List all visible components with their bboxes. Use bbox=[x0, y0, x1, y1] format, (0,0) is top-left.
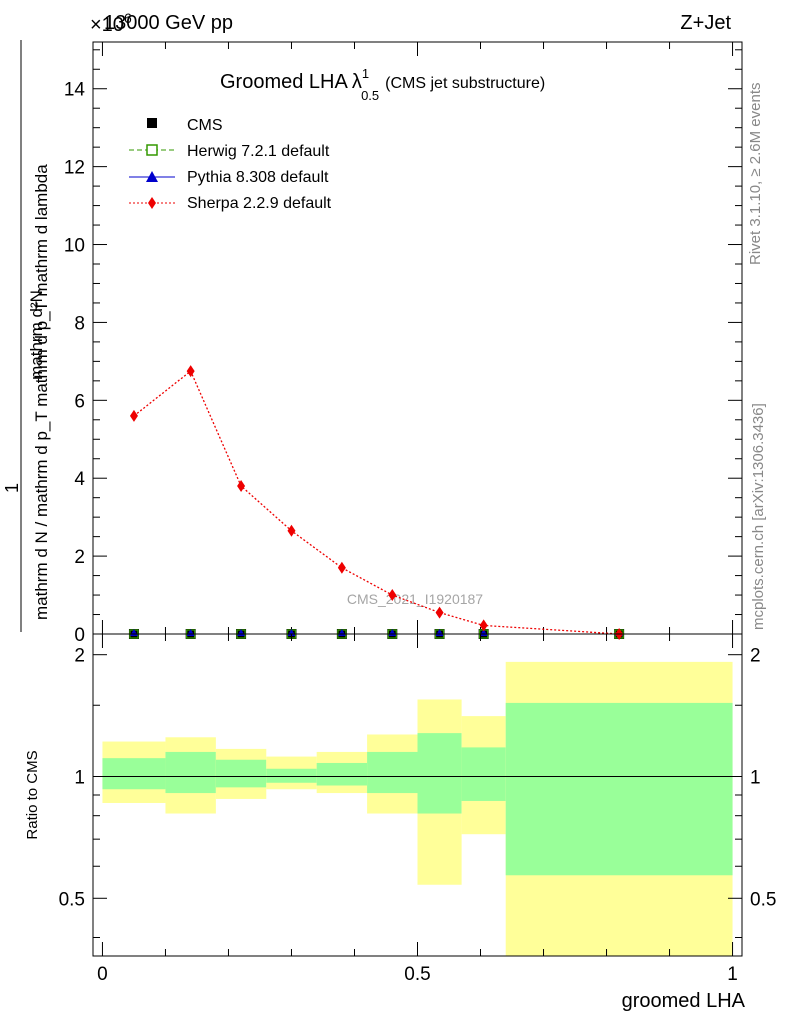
main-y-label: 1 mathrm d²N mathrm d N / mathrm d p_T m… bbox=[2, 40, 51, 632]
y-tick-label: 6 bbox=[74, 391, 85, 412]
point-sherpa bbox=[337, 561, 346, 574]
point-sherpa bbox=[287, 524, 296, 537]
y-tick-label: 8 bbox=[74, 313, 85, 334]
point-sherpa bbox=[435, 606, 444, 619]
y-label-numerator: 1 bbox=[2, 483, 22, 493]
ratio-y-tick-label-right: 1 bbox=[750, 767, 761, 788]
ratio-y-axis: 0.5 0.5 1 1 2 2 bbox=[59, 646, 776, 938]
x-tick-label: 1 bbox=[727, 964, 738, 985]
ratio-band-inner bbox=[367, 751, 418, 794]
mcplots-label: mcplots.cern.ch [arXiv:1306.3436] bbox=[750, 403, 767, 630]
legend-marker-herwig bbox=[146, 144, 158, 156]
y-tick-label: 2 bbox=[74, 547, 85, 568]
point-sherpa bbox=[479, 619, 488, 632]
legend-label-herwig: Herwig 7.2.1 default bbox=[187, 143, 330, 160]
ratio-y-tick-label-right: 2 bbox=[750, 646, 761, 667]
header-process: Z+Jet bbox=[680, 12, 731, 34]
ratio-y-tick-label-right: 0.5 bbox=[750, 889, 776, 910]
y-label-top: mathrm d²N bbox=[27, 290, 46, 380]
ratio-band-inner bbox=[102, 758, 166, 790]
header-energy: 13000 GeV pp bbox=[104, 12, 233, 34]
ratio-band-inner bbox=[461, 747, 506, 801]
y-tick-label: 12 bbox=[64, 158, 85, 179]
x-tick-label: 0.5 bbox=[404, 964, 430, 985]
legend-marker-pythia bbox=[146, 171, 158, 182]
y-tick-label: 10 bbox=[64, 236, 85, 257]
analysis-watermark: CMS_2021_I1920187 bbox=[347, 591, 483, 607]
x-tick-label: 0 bbox=[97, 964, 108, 985]
y-tick-label: 0 bbox=[74, 625, 85, 646]
ratio-band-inner bbox=[417, 733, 462, 814]
ratio-y-tick-label: 1 bbox=[74, 767, 85, 788]
ratio-x-axis: 0 0.5 1 bbox=[97, 634, 738, 985]
x-axis-label: groomed LHA bbox=[622, 990, 746, 1012]
ratio-bands bbox=[102, 661, 733, 956]
legend-label-sherpa: Sherpa 2.2.9 default bbox=[187, 195, 332, 212]
y-tick-label: 14 bbox=[64, 80, 86, 101]
y-tick-label: 4 bbox=[74, 469, 85, 490]
point-sherpa bbox=[129, 409, 138, 422]
point-sherpa bbox=[237, 480, 246, 492]
legend: CMS Herwig 7.2.1 default Pythia 8.308 de… bbox=[129, 117, 332, 212]
ratio-y-label: Ratio to CMS bbox=[24, 750, 41, 839]
ratio-band-inner bbox=[316, 762, 368, 786]
main-y-axis: 0 2 4 6 8 10 12 14 bbox=[64, 49, 742, 646]
point-sherpa bbox=[388, 589, 397, 602]
ratio-y-tick-label: 0.5 bbox=[59, 889, 85, 910]
ratio-y-tick-label: 2 bbox=[74, 646, 85, 667]
legend-label-cms: CMS bbox=[187, 117, 223, 134]
exponent-label: ×106 bbox=[90, 10, 132, 36]
legend-marker-sherpa bbox=[148, 197, 156, 209]
rivet-label: Rivet 3.1.10, ≥ 2.6M events bbox=[747, 83, 764, 266]
chart-title: Groomed LHA λ1 0.5(CMS jet substructure) bbox=[220, 66, 545, 103]
legend-label-pythia: Pythia 8.308 default bbox=[187, 169, 329, 186]
ratio-band-inner bbox=[505, 702, 733, 876]
point-sherpa bbox=[186, 365, 195, 378]
ratio-band-inner bbox=[266, 768, 317, 783]
ratio-band-inner bbox=[215, 759, 267, 788]
legend-marker-cms bbox=[147, 118, 157, 128]
y-label-bottom: mathrm d N / mathrm d p_T mathrm d p_T m… bbox=[32, 164, 51, 620]
ratio-band-inner bbox=[165, 751, 216, 794]
